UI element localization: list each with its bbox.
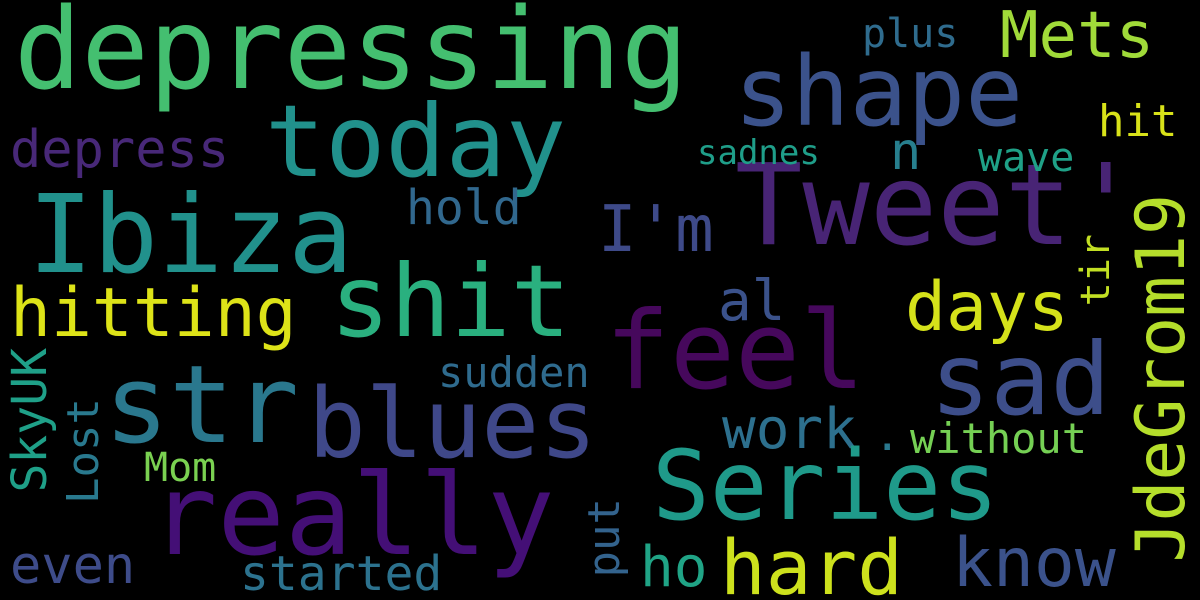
word-im: I'm — [598, 193, 714, 267]
word-started: started — [240, 546, 443, 600]
word-lost: Lost — [58, 398, 109, 504]
word-really: really — [150, 451, 555, 581]
word-str: str — [104, 343, 300, 468]
word-n: n — [890, 122, 922, 182]
word-ibiza: Ibiza — [28, 173, 354, 298]
word-series: Series — [652, 430, 999, 542]
word-sudden: sudden — [438, 348, 590, 397]
word-feel: feel — [605, 289, 866, 414]
word-hit: hit — [1098, 96, 1178, 147]
word-ho: ho — [640, 535, 708, 600]
word-sad: sad — [930, 321, 1111, 438]
word-even: even — [10, 536, 136, 596]
word-shape: shape — [734, 36, 1023, 148]
word-hitting: hitting — [10, 274, 297, 353]
word-without: without — [910, 414, 1088, 463]
word-work: work — [722, 397, 857, 462]
word-days: days — [905, 268, 1069, 347]
word-plus: plus — [862, 11, 959, 57]
word-hold: hold — [406, 180, 522, 236]
word-hard: hard — [720, 523, 904, 600]
word-tweet: Tweet' — [735, 141, 1140, 271]
word-know: know — [952, 524, 1116, 600]
word-blues: blues — [308, 368, 597, 480]
word-depressing: depressing — [14, 0, 689, 115]
word-sadnes: sadnes — [697, 133, 820, 173]
word-skyuk: SkyUK — [2, 348, 58, 493]
word-mets: Mets — [1000, 0, 1155, 73]
word-put: put — [579, 498, 630, 578]
word-jdegrom19: JdeGrom19 — [1122, 194, 1200, 563]
word-al: al — [718, 269, 786, 334]
word-today: today — [265, 83, 567, 200]
word-shit: shit — [330, 243, 571, 360]
word-dot: . — [874, 410, 901, 461]
word-depress: depress — [10, 120, 230, 180]
word-mom: Mom — [144, 445, 217, 491]
word-tir: tir — [1073, 234, 1119, 307]
word-wave: wave — [978, 135, 1075, 181]
